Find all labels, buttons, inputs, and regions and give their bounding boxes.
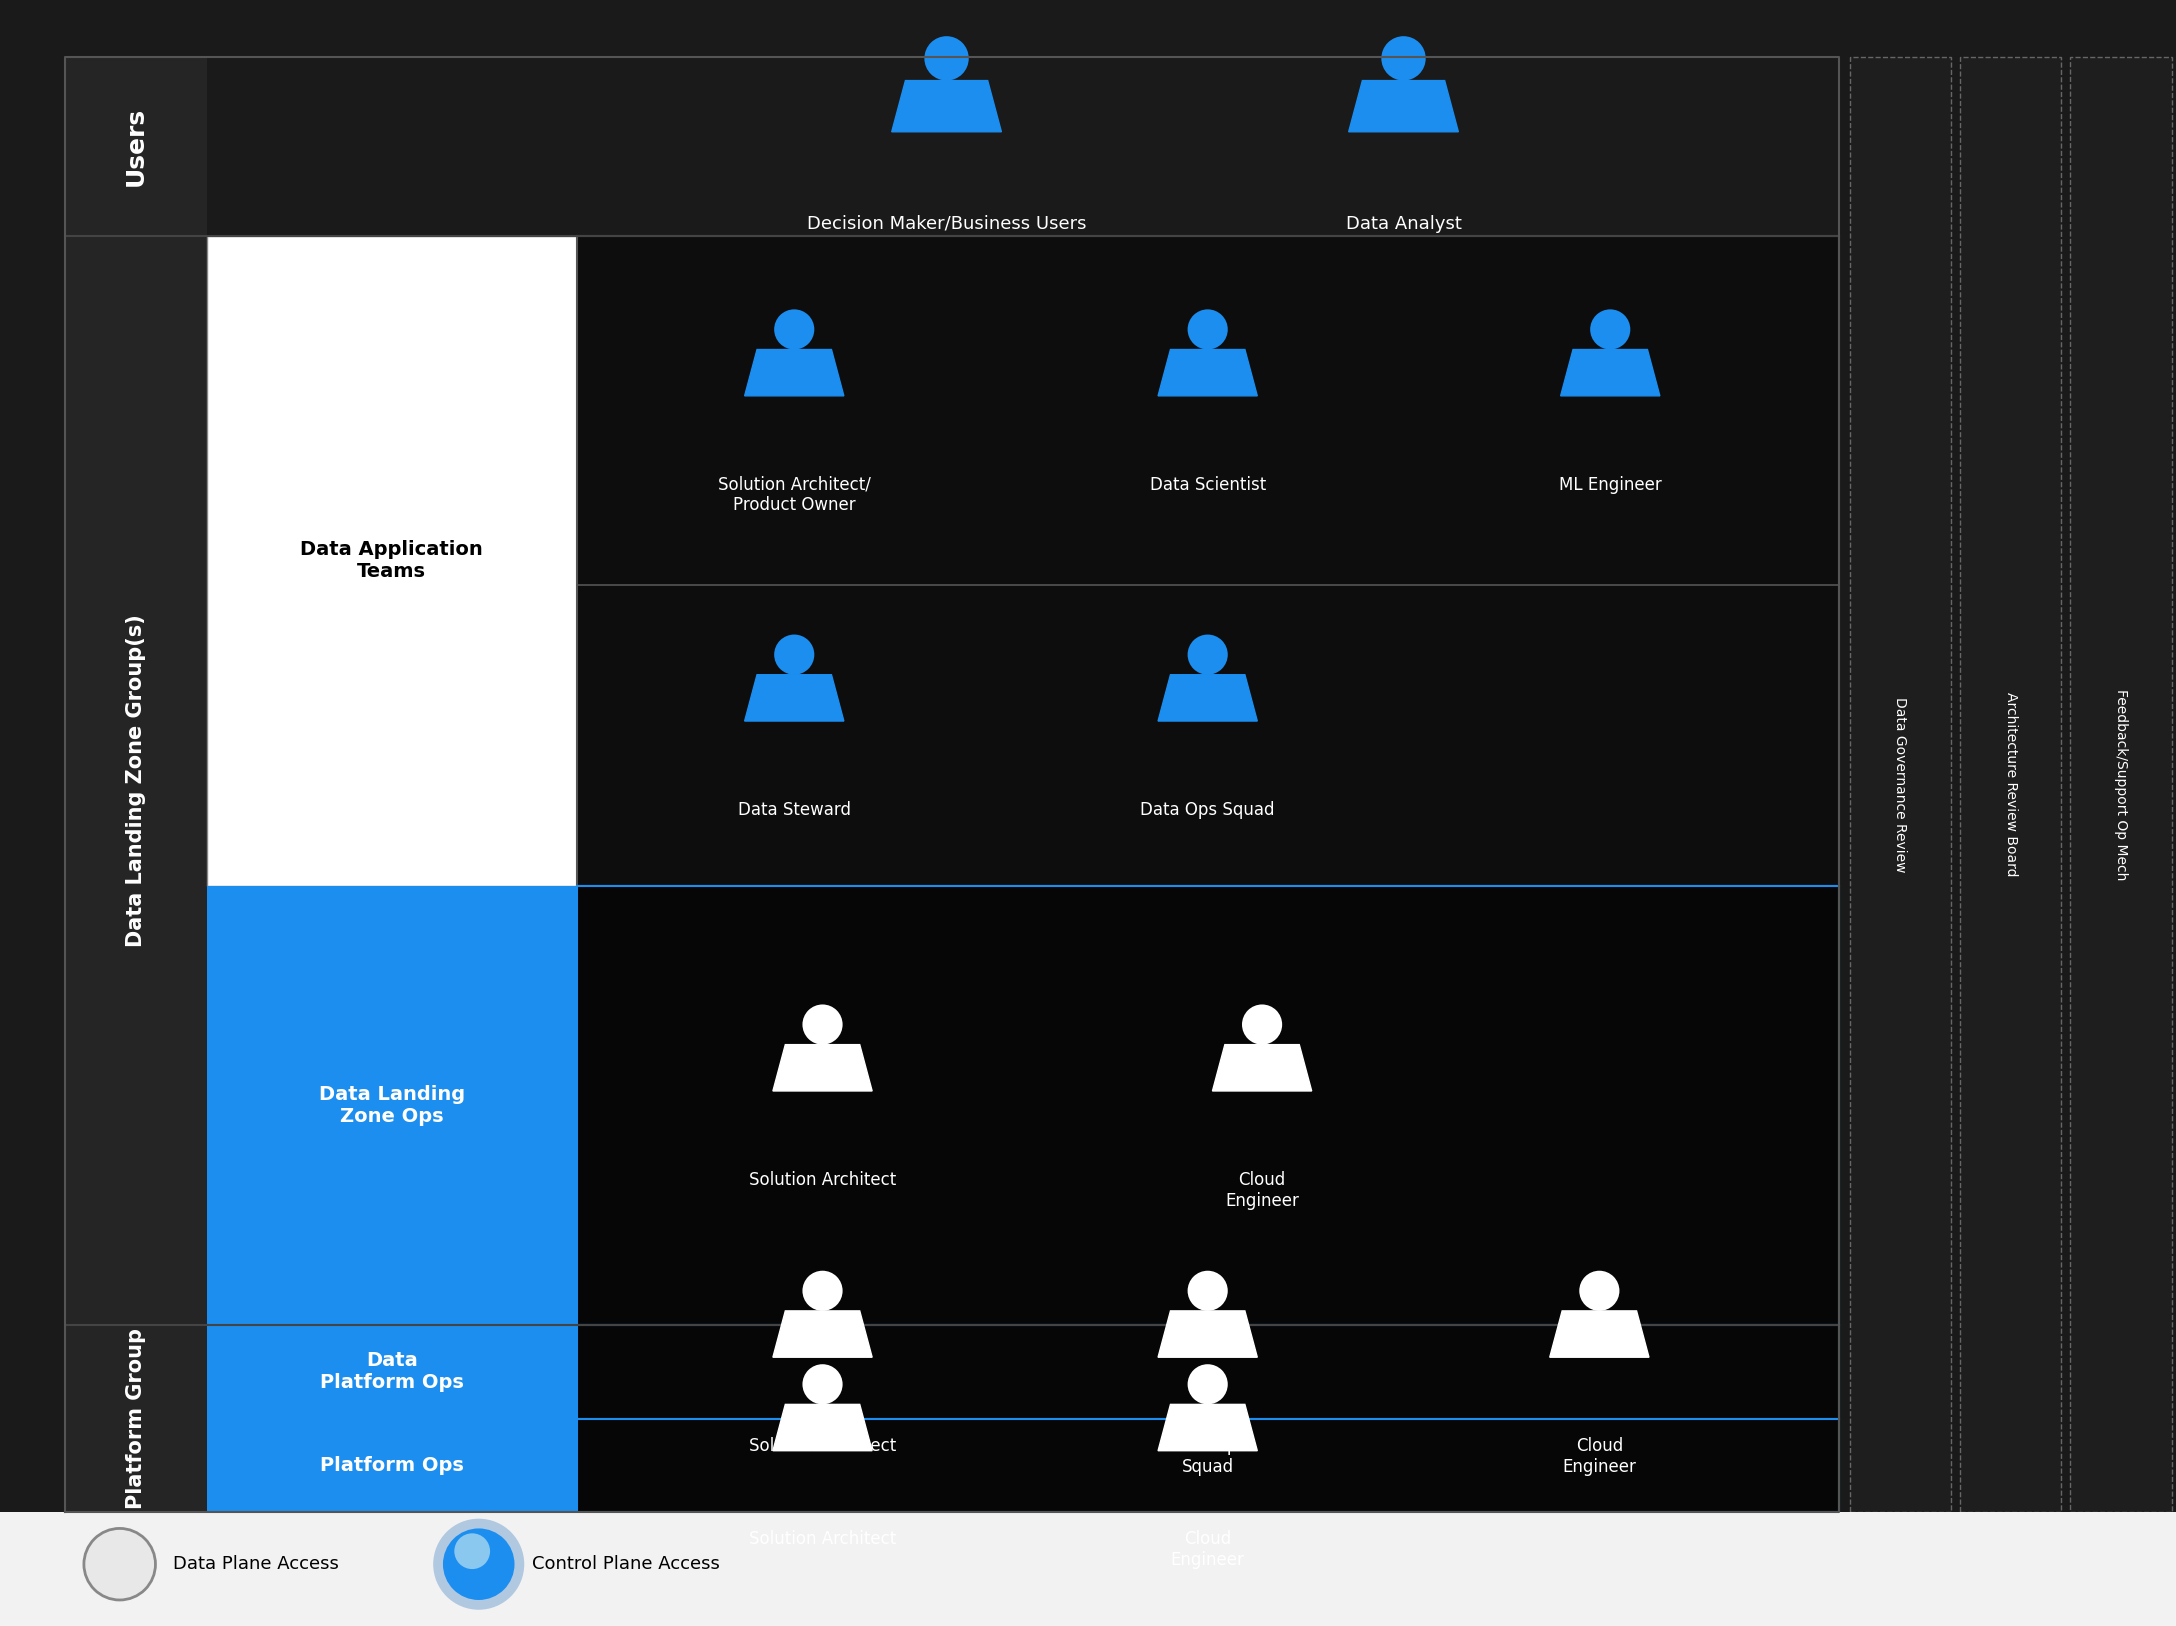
Ellipse shape	[444, 1528, 514, 1600]
Ellipse shape	[803, 1272, 842, 1311]
Text: Control Plane Access: Control Plane Access	[531, 1554, 720, 1574]
Text: Solution Architect: Solution Architect	[749, 1530, 897, 1548]
Polygon shape	[1549, 1311, 1649, 1358]
Polygon shape	[1158, 350, 1258, 395]
Text: Solution Architect: Solution Architect	[749, 1437, 897, 1455]
Text: Data Steward: Data Steward	[738, 802, 851, 820]
Text: Data Ops Squad: Data Ops Squad	[1140, 802, 1275, 820]
Text: Cloud
Engineer: Cloud Engineer	[1171, 1530, 1245, 1569]
Ellipse shape	[1188, 1364, 1227, 1405]
Polygon shape	[1349, 81, 1458, 132]
Ellipse shape	[775, 634, 814, 675]
Text: Cloud
Engineer: Cloud Engineer	[1225, 1171, 1299, 1210]
Text: Architecture Review Board: Architecture Review Board	[2004, 693, 2017, 876]
Bar	[65, 1325, 207, 1512]
Bar	[207, 1325, 577, 1418]
Polygon shape	[772, 1405, 873, 1450]
Polygon shape	[744, 350, 844, 395]
Bar	[207, 886, 577, 1325]
Bar	[207, 1418, 577, 1512]
Polygon shape	[744, 675, 844, 720]
Text: Data Analyst: Data Analyst	[1345, 215, 1462, 233]
Text: Platform Ops: Platform Ops	[320, 1455, 463, 1475]
Bar	[207, 236, 577, 886]
Bar	[0, 1512, 2176, 1626]
Ellipse shape	[1188, 1272, 1227, 1311]
Polygon shape	[1158, 1405, 1258, 1450]
Polygon shape	[1158, 1311, 1258, 1358]
Text: Data Governance Review: Data Governance Review	[1893, 698, 1908, 872]
Ellipse shape	[1591, 309, 1630, 350]
Bar	[577, 886, 1839, 1325]
Ellipse shape	[455, 1533, 490, 1569]
Text: Data
Platform Ops: Data Platform Ops	[320, 1351, 463, 1392]
Bar	[1850, 57, 1952, 1512]
Ellipse shape	[1242, 1005, 1282, 1044]
Bar	[577, 1325, 1839, 1418]
Text: Data Application
Teams: Data Application Teams	[300, 540, 483, 582]
Text: Platform Group: Platform Group	[126, 1328, 146, 1509]
Polygon shape	[772, 1311, 873, 1358]
Bar	[577, 1418, 1839, 1512]
Ellipse shape	[803, 1005, 842, 1044]
Text: Data Scientist: Data Scientist	[1149, 475, 1266, 494]
Text: Solution Architect/
Product Owner: Solution Architect/ Product Owner	[718, 475, 870, 514]
Bar	[2069, 57, 2172, 1512]
Text: Data Plane Access: Data Plane Access	[172, 1554, 339, 1574]
Ellipse shape	[85, 1528, 154, 1600]
Ellipse shape	[1580, 1272, 1619, 1311]
Text: Decision Maker/Business Users: Decision Maker/Business Users	[807, 215, 1086, 233]
Bar	[65, 57, 1839, 1512]
Bar	[65, 57, 207, 236]
Ellipse shape	[1188, 309, 1227, 350]
Ellipse shape	[1382, 36, 1425, 81]
Polygon shape	[892, 81, 1001, 132]
Text: Data Landing
Zone Ops: Data Landing Zone Ops	[318, 1085, 466, 1127]
Polygon shape	[1212, 1044, 1312, 1091]
Bar	[577, 57, 1839, 236]
Ellipse shape	[433, 1519, 524, 1610]
Polygon shape	[1158, 675, 1258, 720]
Ellipse shape	[1188, 634, 1227, 675]
Text: Cloud
Engineer: Cloud Engineer	[1562, 1437, 1636, 1476]
Polygon shape	[1560, 350, 1660, 395]
Bar	[65, 236, 207, 1325]
Text: Solution Architect: Solution Architect	[749, 1171, 897, 1189]
Ellipse shape	[925, 36, 968, 81]
Text: Users: Users	[124, 107, 148, 185]
Ellipse shape	[803, 1364, 842, 1405]
Text: Data Landing Zone Group(s): Data Landing Zone Group(s)	[126, 615, 146, 946]
Ellipse shape	[775, 309, 814, 350]
Text: ML Engineer: ML Engineer	[1558, 475, 1662, 494]
Text: Feedback/Support Op Mech: Feedback/Support Op Mech	[2113, 689, 2128, 880]
Bar	[207, 57, 577, 236]
Bar	[577, 236, 1839, 886]
Bar	[1961, 57, 2061, 1512]
Text: Data Ops
Squad: Data Ops Squad	[1169, 1437, 1247, 1476]
Polygon shape	[772, 1044, 873, 1091]
